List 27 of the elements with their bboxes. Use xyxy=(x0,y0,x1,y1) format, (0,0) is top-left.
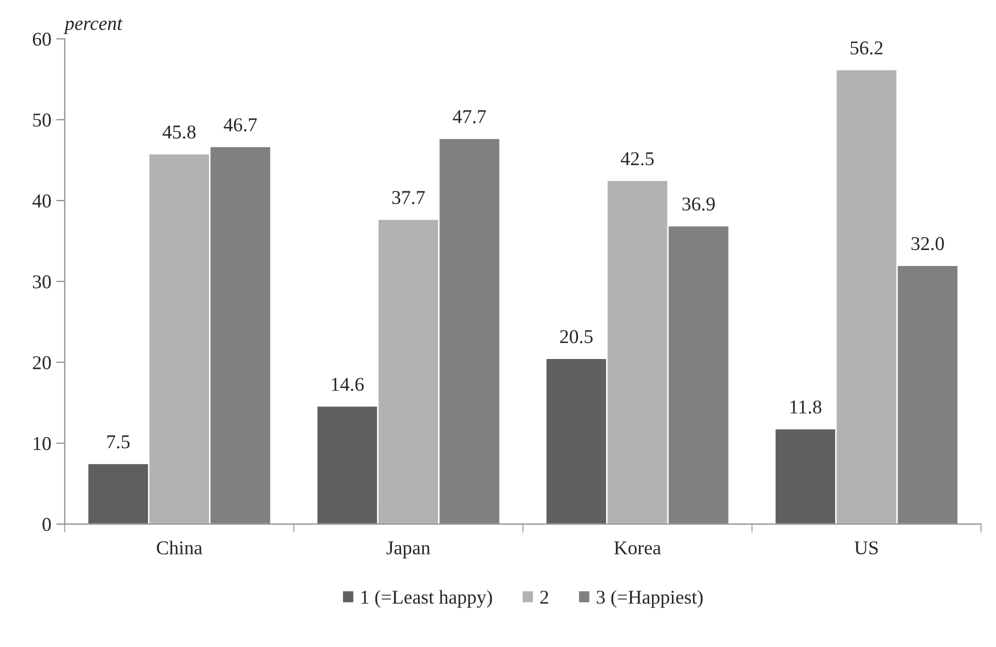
y-tick-label: 10 xyxy=(34,437,51,450)
y-tick-label: 40 xyxy=(32,194,51,208)
legend-label: 2 xyxy=(540,590,548,604)
data-label: 14.6 xyxy=(332,378,364,392)
data-label: 45.8 xyxy=(162,125,196,139)
x-tick-label: China xyxy=(156,540,202,554)
y-tick-label: 0 xyxy=(42,518,51,532)
y-axis-title: percent xyxy=(64,18,123,34)
data-label: 36.9 xyxy=(682,198,715,211)
x-tick-label: Korea xyxy=(614,541,661,554)
data-label: 37.7 xyxy=(392,191,425,204)
legend-label: 3 (=Happiest) xyxy=(596,590,703,608)
x-tick-label: Japan xyxy=(386,541,430,558)
data-label: 32.0 xyxy=(912,237,944,250)
data-label: 7.5 xyxy=(107,435,130,448)
data-label: 46.7 xyxy=(224,118,257,132)
y-tick-label: 20 xyxy=(32,356,51,370)
y-tick-label: 50 xyxy=(33,114,51,127)
y-tick-label: 30 xyxy=(33,275,51,288)
y-tick-label: 60 xyxy=(32,32,51,46)
data-label: 56.2 xyxy=(850,41,882,55)
legend-label: 1 (=Least happy) xyxy=(362,590,492,608)
data-label: 20.5 xyxy=(560,330,593,344)
x-tick-label: US xyxy=(854,541,878,554)
data-label: 42.5 xyxy=(620,152,654,166)
data-label: 47.7 xyxy=(452,110,486,124)
data-label: 11.8 xyxy=(790,400,822,414)
